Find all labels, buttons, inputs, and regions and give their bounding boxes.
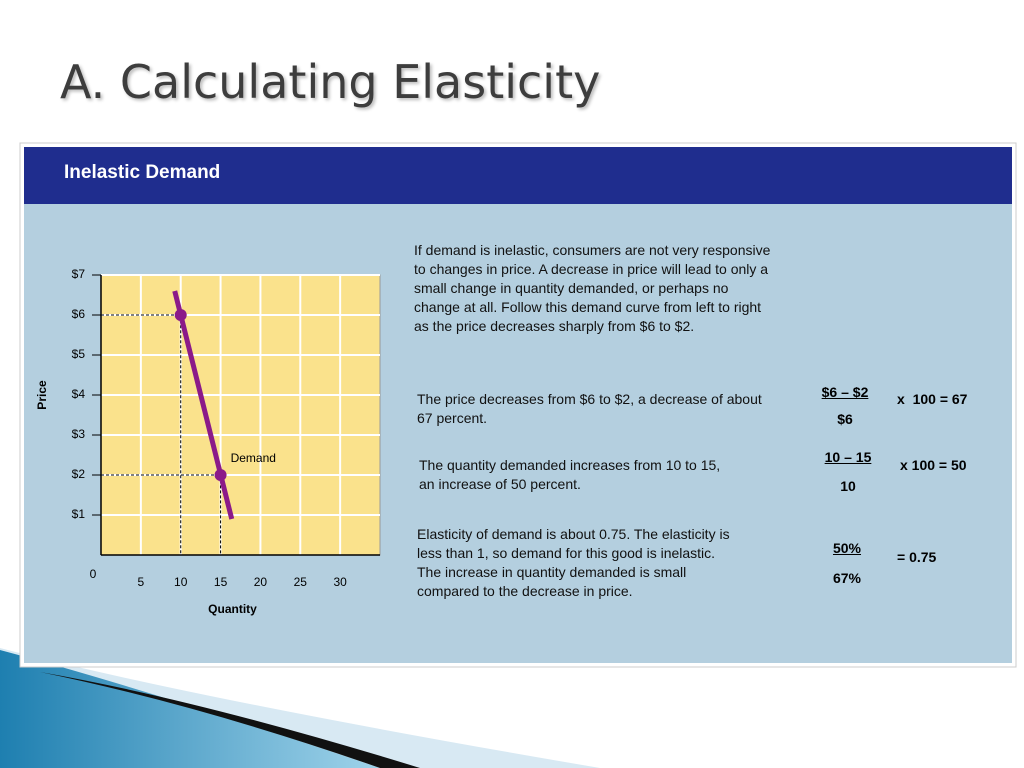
y-tick-label: $7 <box>72 267 86 281</box>
x-tick-label: 30 <box>333 575 347 589</box>
numerator: 50% <box>832 540 862 556</box>
panel-header <box>24 147 1012 204</box>
chart: 0 5 10 15 20 25 30 $1 $2 $3 $4 $5 $6 $7 Quantity Price D… <box>35 267 381 616</box>
denominator: 10 <box>840 478 856 494</box>
point <box>214 469 227 481</box>
y-tick-label: $6 <box>72 307 86 321</box>
series-label: Demand <box>231 451 276 465</box>
y-axis-label: Price <box>35 380 49 410</box>
plot-area <box>100 274 381 556</box>
x-tick-label: 15 <box>214 575 228 589</box>
row-text: The price decreases from $6 to $2, a dec… <box>417 391 762 426</box>
y-tick-label: $4 <box>72 387 86 401</box>
x-tick-label: 5 <box>138 575 145 589</box>
demand-line <box>172 290 235 520</box>
swoosh <box>0 650 380 768</box>
numerator: 10 – 15 <box>824 449 872 465</box>
swoosh-dark <box>40 672 420 768</box>
x-axis-label: Quantity <box>208 602 257 616</box>
intro: If demand is inelastic, consumers are no… <box>414 242 771 334</box>
y-tick-label: $2 <box>72 467 86 481</box>
panel-title: Inelastic Demand <box>64 162 221 183</box>
x-tick-label: 0 <box>90 567 97 581</box>
denominator: $6 <box>837 411 853 427</box>
row-text: The quantity demanded increases from 10 … <box>419 457 721 492</box>
result: x 100 = 50 <box>900 457 967 473</box>
y-tick-label: $5 <box>72 347 86 361</box>
slide-title: A. Calculating Elasticity <box>60 55 601 109</box>
guide-line <box>101 314 182 555</box>
guide-line <box>101 474 222 555</box>
result: = 0.75 <box>897 549 937 565</box>
x-tick-label: 25 <box>294 575 308 589</box>
numerator: $6 – $2 <box>821 384 869 400</box>
x-tick-label: 20 <box>254 575 268 589</box>
row-text: Elasticity of demand is about 0.75. The … <box>417 526 730 599</box>
result: x 100 = 67 <box>897 391 968 407</box>
denominator: 67% <box>832 570 862 586</box>
x-tick-label: 10 <box>174 575 188 589</box>
y-tick-label: $3 <box>72 427 86 441</box>
point <box>174 309 187 321</box>
y-tick-label: $1 <box>72 507 86 521</box>
